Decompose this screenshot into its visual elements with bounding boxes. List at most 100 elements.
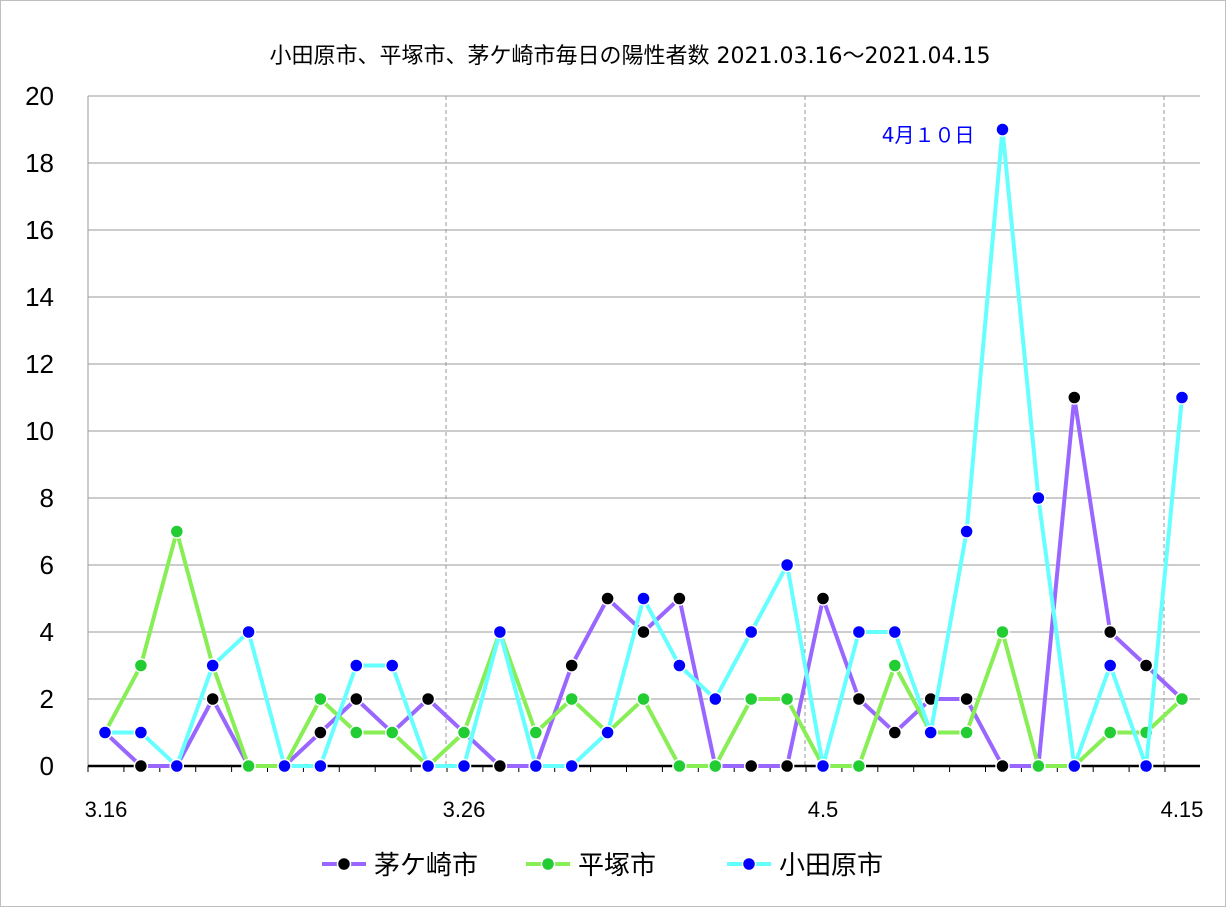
data-point [420,691,436,707]
data-point [384,725,400,740]
data-point [959,524,974,539]
y-tick-label: 10 [25,416,54,446]
data-point [133,658,149,673]
data-point [887,658,903,673]
data-point [313,758,328,774]
y-tick-label: 2 [40,684,54,714]
data-point [277,758,292,774]
data-point [815,591,831,606]
data-point [133,758,149,774]
data-point [169,524,185,539]
data-point [564,691,579,707]
data-point [97,725,113,740]
data-point [959,691,974,707]
x-tick-label: 4.15 [1161,797,1204,822]
data-point [313,725,328,740]
data-point [600,725,615,740]
data-point [779,758,795,774]
legend-marker [336,856,352,872]
data-point [1067,758,1082,774]
y-tick-label: 14 [25,282,54,312]
data-point [851,758,867,774]
legend-marker [540,856,556,872]
data-point [995,624,1010,640]
data-point [708,758,723,774]
series-3 [97,122,1190,774]
x-tick-label: 4.5 [808,797,839,822]
series-line [103,395,1184,768]
data-point [169,758,185,774]
series-line [103,529,1184,768]
y-tick-label: 18 [25,148,54,178]
annotation-group: 4月１０日 [882,123,975,147]
data-point [815,758,831,774]
data-point [1138,658,1154,673]
data-point [995,122,1010,137]
data-point [1174,691,1190,707]
data-point [492,758,508,774]
legend-item-2: 平塚市 [526,851,656,881]
chart-title: 小田原市、平塚市、茅ケ崎市毎日の陽性者数 2021.03.16〜2021.04.… [269,44,991,69]
data-point [349,691,364,707]
data-point [708,691,723,707]
x-axis-ticks: 3.16 3.26 4.5 4.15 [85,797,1204,822]
data-point [349,658,364,673]
series-2 [97,524,1190,774]
data-point [851,624,867,640]
data-point [205,691,220,707]
legend-item-3: 小田原市 [727,851,883,881]
data-point [959,725,974,740]
data-point [636,591,651,606]
data-point [851,691,867,707]
data-point [1031,758,1046,774]
data-point [420,758,436,774]
y-tick-label: 6 [40,550,54,580]
series-line [105,127,1184,768]
data-point [636,624,651,640]
data-point [456,758,472,774]
data-point [923,725,938,740]
data-point [349,725,364,740]
legend-marker [741,856,757,872]
data-point [887,725,903,740]
data-point [1067,390,1082,405]
y-tick-label: 12 [25,349,54,379]
data-point [779,691,795,707]
data-point [1031,490,1046,506]
series-group [97,122,1190,774]
data-point [1102,725,1118,740]
data-point [887,624,903,640]
data-point [779,557,795,573]
data-point [672,591,687,606]
data-point [133,725,149,740]
data-point [672,658,687,673]
data-point [1138,758,1154,774]
data-point [743,691,759,707]
data-point [743,758,759,774]
data-point [1102,658,1118,673]
y-axis-ticks: 0 2 4 6 8 10 12 14 16 18 20 [25,81,54,781]
legend: 茅ケ崎市 平塚市 小田原市 [322,851,883,881]
data-point [995,758,1010,774]
x-tick-label: 3.26 [443,797,486,822]
data-point [672,758,687,774]
legend-label: 平塚市 [578,851,656,881]
data-point [492,624,508,640]
annotation-label: 4月１０日 [882,123,975,147]
data-point [456,725,472,740]
x-tick-label: 3.16 [85,797,128,822]
data-point [205,658,220,673]
y-tick-label: 4 [40,617,54,647]
legend-label: 茅ケ崎市 [374,851,478,881]
legend-item-1: 茅ケ崎市 [322,851,478,881]
y-tick-label: 0 [40,751,54,781]
data-point [241,758,256,774]
data-point [636,691,651,707]
data-point [384,658,400,673]
y-tick-label: 8 [40,483,54,513]
data-point [313,691,328,707]
data-point [564,758,579,774]
data-point [1174,390,1190,405]
